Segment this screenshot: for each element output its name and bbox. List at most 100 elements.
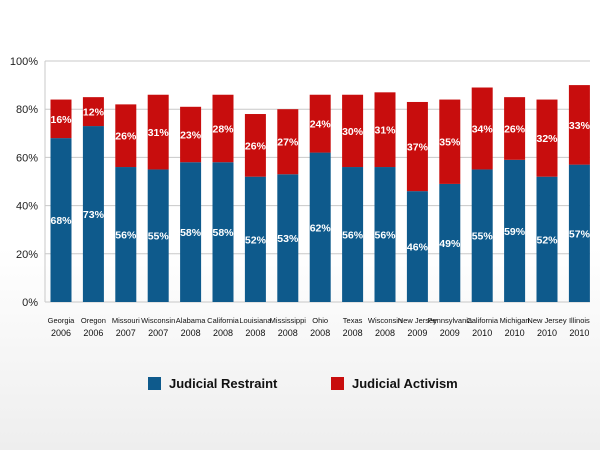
- data-label-activism: 24%: [310, 119, 332, 131]
- x-tick-label-year: 2008: [343, 328, 363, 338]
- x-axis-ticks: Georgia 2006 Oregon 2006 Missouri 2007 Wiscons…: [48, 316, 590, 338]
- x-tick-label-state: Ohio: [312, 316, 328, 325]
- bar-judicial-activism: [536, 99, 558, 177]
- data-label-restraint: 52%: [245, 234, 267, 246]
- x-tick-label-state: Michigan: [500, 316, 530, 325]
- bar-judicial-restraint: [406, 191, 428, 302]
- data-label-activism: 26%: [245, 140, 267, 152]
- x-tick-label-year: 2007: [148, 328, 168, 338]
- data-label-activism: 33%: [569, 120, 591, 132]
- x-tick-label-year: 2008: [181, 328, 201, 338]
- bar-judicial-activism: [504, 97, 526, 160]
- x-tick-label-year: 2006: [83, 328, 103, 338]
- x-tick-label-year: 2010: [505, 328, 525, 338]
- y-axis-ticks: 0% 20% 40% 60% 80% 100%: [10, 56, 38, 309]
- x-tick-label-state: New Jersey: [527, 316, 566, 325]
- x-tick-label-state: Wisconsin: [141, 316, 175, 325]
- data-label-restraint: 68%: [50, 215, 72, 227]
- bar-judicial-activism: [147, 94, 169, 170]
- bar-judicial-activism: [244, 114, 266, 177]
- data-label-restraint: 73%: [83, 209, 105, 221]
- x-tick-label-state: New Jersey: [398, 316, 437, 325]
- bar-judicial-activism: [406, 101, 428, 192]
- x-tick-label-state: Wisconsin: [368, 316, 402, 325]
- bar-judicial-restraint: [568, 164, 590, 302]
- x-tick-label-state: Missouri: [112, 316, 140, 325]
- x-tick-label-state: Alabama: [176, 316, 206, 325]
- x-tick-label-year: 2007: [116, 328, 136, 338]
- bar-judicial-activism: [568, 85, 590, 165]
- data-label-restraint: 57%: [569, 228, 591, 240]
- data-label-restraint: 59%: [504, 226, 526, 238]
- x-tick-label-year: 2006: [51, 328, 71, 338]
- bar-judicial-activism: [212, 94, 234, 163]
- y-tick-label: 20%: [16, 249, 38, 261]
- x-tick-label-year: 2008: [278, 328, 298, 338]
- data-label-activism: 26%: [504, 123, 526, 135]
- x-tick-label-year: 2008: [375, 328, 395, 338]
- x-tick-label-state: Texas: [343, 316, 363, 325]
- bar-judicial-activism: [342, 94, 364, 168]
- x-tick-label-state: Mississippi: [270, 316, 307, 325]
- bar-judicial-restraint: [504, 159, 526, 302]
- x-tick-label-state: California: [466, 316, 499, 325]
- y-tick-label: 40%: [16, 201, 38, 213]
- x-tick-label-state: Georgia: [48, 316, 76, 325]
- data-label-restraint: 53%: [277, 233, 299, 245]
- legend-item-activism: Judicial Activism: [331, 376, 458, 391]
- legend-label-activism: Judicial Activism: [352, 376, 458, 391]
- data-label-restraint: 55%: [472, 231, 494, 243]
- x-tick-label-year: 2008: [213, 328, 233, 338]
- bar-judicial-restraint: [374, 167, 396, 302]
- data-label-activism: 31%: [148, 127, 170, 139]
- data-label-activism: 12%: [83, 107, 105, 119]
- x-tick-label-year: 2008: [310, 328, 330, 338]
- bar-judicial-restraint: [536, 176, 558, 302]
- bar-judicial-restraint: [439, 183, 461, 302]
- bar-judicial-activism: [309, 94, 331, 153]
- data-label-activism: 31%: [374, 125, 396, 137]
- y-tick-label: 100%: [10, 56, 38, 68]
- bar-judicial-activism: [50, 99, 72, 139]
- data-label-restraint: 46%: [407, 242, 429, 254]
- legend: Judicial Restraint Judicial Activism: [0, 376, 600, 396]
- legend-item-restraint: Judicial Restraint: [148, 376, 277, 391]
- data-label-restraint: 56%: [342, 230, 364, 242]
- y-tick-label: 60%: [16, 152, 38, 164]
- data-label-activism: 34%: [472, 123, 494, 135]
- bar-judicial-restraint: [180, 162, 202, 302]
- data-label-activism: 27%: [277, 137, 299, 149]
- legend-swatch-restraint: [148, 377, 161, 390]
- bar-judicial-restraint: [115, 167, 137, 302]
- bars: 68% 16% 73% 12% 56% 26% 55% 31% 58% 23% 58% 28% 52% 2…: [50, 85, 591, 302]
- bar-judicial-restraint: [471, 169, 493, 302]
- x-tick-label-year: 2009: [407, 328, 427, 338]
- bar-judicial-activism: [115, 104, 137, 168]
- x-tick-label-state: Louisiana: [239, 316, 272, 325]
- data-label-activism: 30%: [342, 126, 364, 138]
- bar-judicial-restraint: [244, 176, 266, 302]
- x-tick-label-state: Pennsylvania: [427, 316, 472, 325]
- data-label-activism: 26%: [115, 131, 137, 143]
- data-label-activism: 32%: [536, 133, 558, 145]
- data-label-restraint: 56%: [374, 230, 396, 242]
- x-tick-label-year: 2010: [537, 328, 557, 338]
- data-label-activism: 23%: [180, 130, 202, 142]
- data-label-activism: 37%: [407, 142, 429, 154]
- data-label-activism: 35%: [439, 137, 461, 149]
- bar-judicial-activism: [277, 109, 299, 175]
- x-tick-label-state: California: [207, 316, 240, 325]
- bar-judicial-activism: [82, 97, 104, 127]
- x-tick-label-year: 2010: [472, 328, 492, 338]
- data-label-restraint: 52%: [536, 234, 558, 246]
- data-label-restraint: 56%: [115, 230, 137, 242]
- y-tick-label: 0%: [22, 297, 38, 309]
- legend-swatch-activism: [331, 377, 344, 390]
- data-label-restraint: 49%: [439, 238, 461, 250]
- bar-judicial-activism: [471, 87, 493, 170]
- bar-judicial-activism: [439, 99, 461, 184]
- data-label-activism: 28%: [212, 123, 234, 135]
- data-label-restraint: 55%: [148, 231, 170, 243]
